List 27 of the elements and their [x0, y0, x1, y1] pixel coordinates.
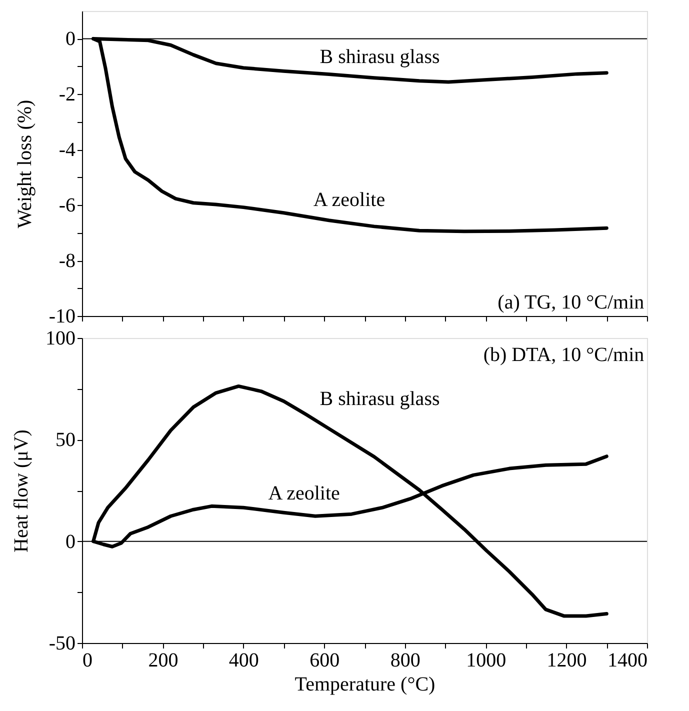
y-axis-title: Weight loss (%) [14, 100, 36, 228]
annotation: A zeolite [313, 189, 386, 212]
y-tick-label: 50 [56, 429, 76, 452]
annotation: A zeolite [268, 482, 340, 505]
y-tick-label: -50 [48, 632, 76, 654]
y-tick-label: 100 [46, 328, 76, 350]
annotation: (b) DTA, 10 °C/min [483, 344, 644, 366]
y-tick-label: 0 [66, 530, 76, 553]
y-tick-label: -10 [48, 306, 76, 328]
x-tick-label: 600 [310, 650, 340, 672]
x-tick-label: 0 [82, 650, 92, 672]
y-tick-label: -8 [58, 250, 76, 272]
x-tick-label: 1200 [546, 650, 587, 672]
y-axis-title: Heat flow (μV) [10, 430, 32, 552]
x-axis-title: Temperature (°C) [294, 674, 436, 696]
x-tick-label: 800 [390, 650, 420, 672]
x-tick-label: 1400 [608, 650, 648, 672]
x-tick-label: 400 [228, 650, 259, 672]
annotation: B shirasu glass [320, 388, 440, 410]
y-tick-label: -6 [58, 194, 76, 217]
annotation: (a) TG, 10 °C/min [498, 291, 644, 314]
x-tick-label: 1000 [466, 650, 506, 672]
y-tick-label: 0 [66, 28, 76, 50]
y-tick-label: -2 [58, 84, 76, 106]
annotation: B shirasu glass [320, 46, 440, 68]
x-tick-label: 200 [148, 650, 178, 672]
y-tick-label: -4 [58, 139, 76, 162]
